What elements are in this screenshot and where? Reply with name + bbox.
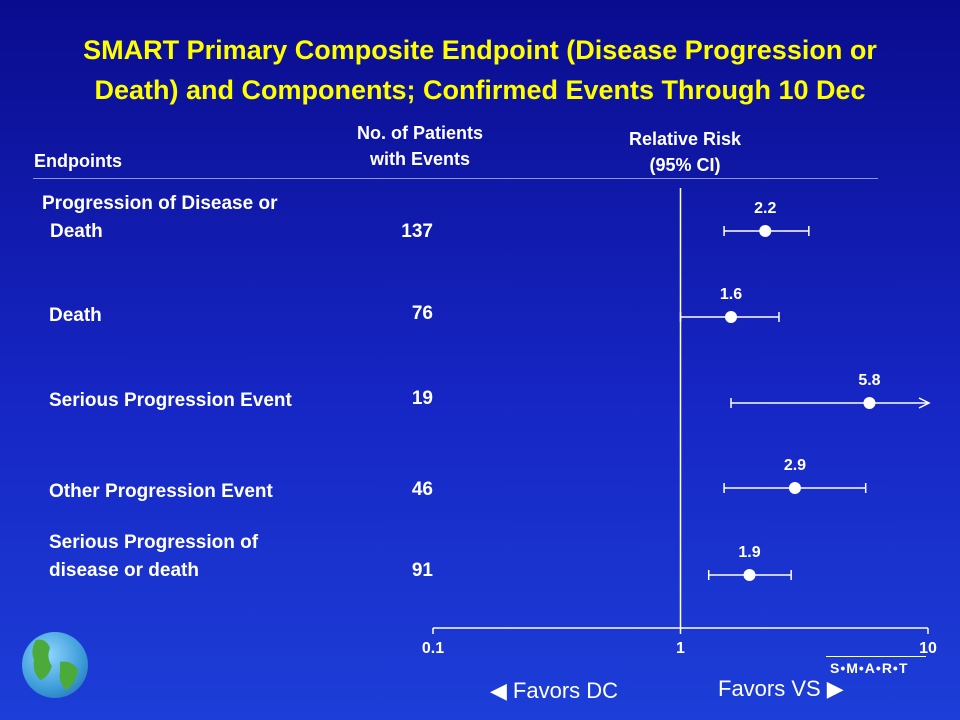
x-tick-label-1: 1 bbox=[676, 640, 685, 657]
row-label-3: Other Progression Event bbox=[49, 478, 273, 506]
row-label-0: Progression of Disease or Death bbox=[42, 190, 277, 246]
point-label-4: 1.9 bbox=[738, 544, 760, 561]
point-label-2: 5.8 bbox=[858, 372, 880, 389]
globe-continents bbox=[32, 639, 78, 690]
relative-risk-header: Relative Risk (95% CI) bbox=[585, 126, 785, 178]
patients-header-line-1: No. of Patients bbox=[356, 123, 483, 143]
row-count-3: 46 bbox=[411, 479, 433, 500]
point-marker-1 bbox=[725, 311, 738, 323]
row-label-4: Serious Progression of disease or death bbox=[49, 529, 258, 585]
point-label-0: 2.2 bbox=[754, 200, 776, 217]
row-label-4-line-1: Serious Progression of bbox=[49, 532, 259, 553]
favors-right-text: Favors VS bbox=[718, 676, 821, 701]
relative-risk-header-line-2: (95% CI) bbox=[649, 155, 721, 175]
row-count-1: 76 bbox=[411, 303, 433, 324]
favors-right-arrow-icon: ▶ bbox=[826, 676, 844, 701]
logo-rule bbox=[826, 656, 926, 657]
row-label-1: Death bbox=[49, 302, 102, 330]
row-label-0-line-2: Death bbox=[50, 221, 103, 242]
row-count-0: 137 bbox=[401, 221, 433, 242]
favors-left-arrow-icon: ◀ bbox=[490, 678, 507, 703]
favors-right: Favors VS ▶ bbox=[718, 676, 844, 702]
title-line-1: SMART Primary Composite Endpoint (Diseas… bbox=[83, 35, 877, 65]
endpoints-header: Endpoints bbox=[34, 148, 122, 174]
row-label-2: Serious Progression Event bbox=[49, 387, 292, 415]
point-marker-2 bbox=[863, 397, 876, 409]
point-label-1: 1.6 bbox=[720, 286, 742, 303]
row-label-4-line-2: disease or death bbox=[49, 560, 199, 581]
point-marker-3 bbox=[788, 482, 801, 494]
x-tick-label-2: 10 bbox=[919, 640, 937, 657]
title-line-2: Death) and Components; Confirmed Events … bbox=[94, 75, 866, 105]
point-marker-4 bbox=[743, 569, 756, 581]
row-count-4: 91 bbox=[411, 560, 433, 581]
row-label-3-line-1: Other Progression Event bbox=[49, 481, 273, 502]
globe-icon bbox=[22, 632, 88, 698]
endpoints-header-text: Endpoints bbox=[34, 151, 122, 171]
row-count-2: 19 bbox=[411, 388, 433, 409]
patients-header-line-2: with Events bbox=[369, 149, 471, 169]
favors-left-text: Favors DC bbox=[512, 678, 619, 703]
point-label-3: 2.9 bbox=[784, 457, 806, 474]
row-label-0-line-1: Progression of Disease or bbox=[42, 193, 278, 214]
point-marker-0 bbox=[759, 225, 772, 237]
relative-risk-header-line-1: Relative Risk bbox=[628, 129, 742, 149]
row-label-1-line-1: Death bbox=[49, 305, 102, 326]
x-tick-label-0: 0.1 bbox=[422, 640, 444, 657]
ci-high-arrow-2 bbox=[918, 397, 931, 409]
chart-title: SMART Primary Composite Endpoint (Diseas… bbox=[0, 30, 960, 110]
header-divider bbox=[33, 178, 878, 179]
row-label-2-line-1: Serious Progression Event bbox=[49, 390, 292, 411]
patients-header: No. of Patients with Events bbox=[320, 120, 520, 172]
smart-logo: S•M•A•R•T bbox=[830, 660, 909, 676]
favors-left: ◀ Favors DC bbox=[490, 678, 618, 704]
